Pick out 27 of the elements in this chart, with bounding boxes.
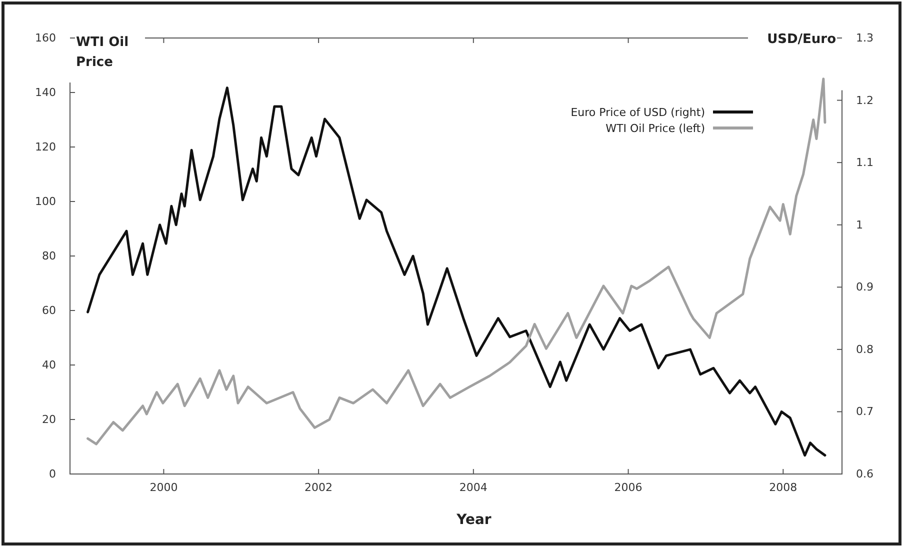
y2-tick-label: 1.3 [856, 32, 874, 45]
y2-tick-label: 0.7 [856, 405, 874, 418]
y-tick-label: 60 [42, 304, 56, 318]
x-tick-label: 2002 [304, 480, 333, 494]
y2-tick-label: 1 [856, 218, 863, 232]
legend-label: Euro Price of USD (right) [570, 106, 705, 119]
x-axis-title: Year [456, 512, 492, 528]
y2-tick-label: 0.9 [856, 280, 874, 294]
x-tick-label: 2006 [614, 480, 642, 494]
y-tick-label: 40 [42, 358, 56, 372]
x-tick-label: 2004 [459, 480, 488, 494]
y2-axis-title: USD/Euro [767, 32, 836, 47]
x-tick-label: 2008 [769, 480, 798, 494]
y-axis-title: WTI Oil Price [76, 35, 129, 70]
y2-tick-label: 1.2 [856, 94, 874, 107]
y-tick-label: 140 [35, 86, 56, 100]
y-tick-label: 100 [35, 195, 56, 208]
y2-tick-label: 1.1 [856, 156, 874, 170]
y-tick-label: 80 [42, 250, 56, 263]
y2-tick-label: 0.6 [856, 468, 874, 481]
x-tick-label: 2000 [150, 480, 178, 494]
y-tick-label: 120 [35, 140, 56, 154]
y-tick-label: 160 [35, 32, 56, 45]
legend-label: WTI Oil Price (left) [606, 122, 705, 135]
y2-tick-label: 0.8 [856, 342, 874, 356]
y-tick-label: 20 [42, 413, 56, 426]
y-tick-label: 0 [49, 468, 56, 481]
